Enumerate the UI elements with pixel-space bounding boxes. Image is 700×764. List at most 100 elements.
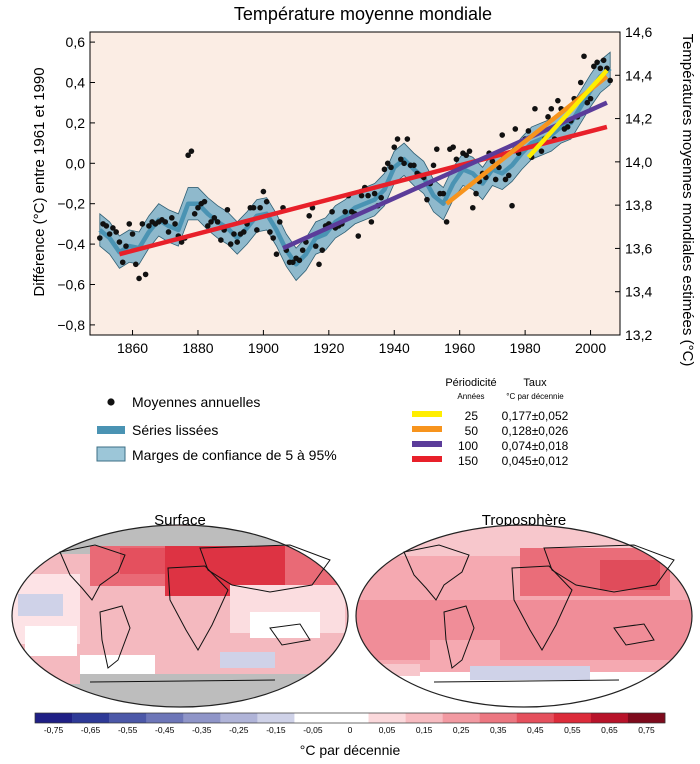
annual-mean-point [162, 219, 169, 225]
annual-mean-point [512, 126, 519, 132]
colorbar-cell [479, 713, 518, 723]
x-tick-label: 1980 [510, 340, 541, 356]
annual-mean-point [545, 114, 551, 120]
trend-rate-100: 0,074±0,018 [502, 439, 569, 453]
annual-mean-point [378, 194, 384, 201]
annual-mean-point [466, 148, 473, 154]
annual-mean-point [411, 162, 417, 169]
map-troposphere [356, 525, 692, 707]
legend-annual-label: Moyennes annuelles [132, 394, 260, 410]
y-tick-label: 0,6 [66, 34, 86, 50]
annual-mean-point [195, 204, 201, 211]
annual-mean-point [126, 221, 133, 227]
legend-dot-swatch [107, 398, 115, 406]
annual-mean-point [139, 221, 146, 227]
colorbar-cell [331, 713, 369, 723]
annual-mean-point [600, 57, 607, 64]
annual-mean-point [299, 247, 306, 253]
y-right-tick-label: 14,2 [625, 111, 652, 127]
annual-mean-point [538, 148, 545, 154]
annual-mean-point [129, 231, 136, 237]
trend-rate-unit: °C par décennie [506, 392, 564, 401]
y-tick-label: −0,2 [57, 196, 85, 212]
legend-band-swatch [96, 446, 126, 462]
annual-mean-point [267, 229, 273, 235]
colorbar-cell [368, 713, 406, 723]
annual-mean-point [597, 65, 604, 72]
trend-swatch-25 [412, 411, 442, 417]
annual-mean-point [185, 152, 191, 159]
annual-mean-point [342, 208, 348, 215]
annual-mean-point [365, 192, 371, 199]
trend-lines [118, 68, 609, 257]
colorbar-cell [627, 713, 666, 723]
colorbar-cell [294, 713, 332, 723]
annual-mean-point [499, 132, 506, 138]
y-axis-left-label: Différence (°C) entre 1961 et 1990 [31, 67, 48, 296]
legend: Moyennes annuelles Séries lissées Marges… [96, 394, 337, 463]
colorbar-tick-label: 0,55 [564, 725, 581, 735]
y-tick-label: 0,4 [66, 75, 86, 91]
colorbar-cell [590, 713, 629, 723]
y-right-tick-label: 14,4 [625, 67, 652, 83]
y-tick-label: −0,4 [57, 236, 85, 252]
trend-period-100: 100 [458, 439, 478, 453]
annual-mean-point [424, 196, 430, 203]
annual-mean-point [404, 136, 411, 142]
annual-mean-point [577, 79, 584, 86]
map-surface-title: Surface [154, 512, 206, 529]
y-tick-label: −0,6 [57, 277, 85, 293]
trend-rate-header: Taux [523, 377, 547, 389]
annual-mean-point [116, 239, 123, 245]
annual-mean-point [240, 229, 247, 235]
colorbar-tick-label: -0,05 [303, 725, 323, 735]
annual-mean-point [371, 190, 378, 197]
y-tick-label: 0,2 [66, 115, 86, 131]
map-surface [12, 525, 348, 707]
annual-mean-point [113, 229, 119, 235]
annual-mean-point [260, 188, 267, 195]
annual-mean-point [548, 105, 555, 112]
annual-mean-point [607, 77, 613, 84]
annual-mean-point [290, 259, 296, 266]
annual-mean-point [489, 158, 496, 165]
trend-period-header: Périodicité [445, 377, 496, 389]
colorbar-tick-label: 0,45 [527, 725, 544, 735]
annual-mean-point [469, 204, 476, 211]
trend-line-25 [526, 68, 609, 159]
y-right-tick-label: 14,0 [625, 154, 652, 170]
annual-mean-point [463, 152, 470, 159]
annual-mean-point [136, 275, 142, 282]
annual-mean-point [103, 223, 110, 229]
annual-mean-point [394, 136, 401, 142]
annual-mean-point [211, 215, 218, 221]
annual-mean-point [492, 176, 499, 183]
annual-mean-point [316, 261, 322, 268]
map-troposphere-title: Troposphère [482, 512, 567, 529]
x-tick-label: 1900 [248, 340, 279, 356]
trend-rate-150: 0,045±0,012 [502, 454, 569, 468]
trend-period-150: 150 [458, 454, 478, 468]
annual-mean-point [532, 105, 538, 112]
trend-period-25: 25 [465, 409, 479, 423]
annual-mean-point [591, 63, 597, 70]
colorbar-tick-label: 0,75 [638, 725, 655, 735]
x-tick-label: 1960 [444, 340, 475, 356]
x-tick-label: 2000 [575, 340, 606, 356]
annual-mean-point [191, 211, 198, 217]
x-tick-label: 1860 [117, 340, 148, 356]
legend-smooth-swatch [97, 426, 125, 434]
annual-mean-point [142, 271, 149, 278]
trend-line-150 [118, 124, 608, 257]
annual-mean-point [214, 219, 221, 225]
annual-mean-point [146, 223, 152, 229]
annual-mean-point [218, 237, 224, 243]
map-surface-outline [11, 524, 349, 708]
annual-mean-point [473, 190, 479, 197]
annual-mean-point [97, 235, 103, 241]
confidence-band [99, 51, 611, 282]
colorbar-frame [34, 712, 666, 724]
annual-mean-point [505, 172, 512, 179]
colorbar-tick-label: 0,65 [601, 725, 618, 735]
colorbar-cell [109, 713, 147, 723]
